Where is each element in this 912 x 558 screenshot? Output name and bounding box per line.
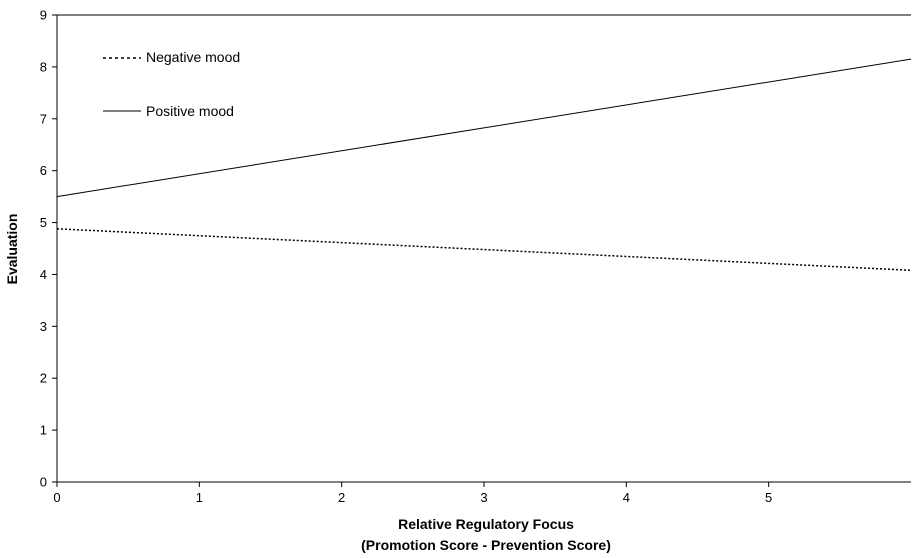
x-axis-title: Relative Regulatory Focus	[398, 516, 574, 532]
series-line-positive-mood	[56, 58, 912, 198]
legend-label-negative-mood: Negative mood	[146, 49, 240, 65]
y-tick-label: 5	[40, 215, 47, 230]
y-tick-label: 1	[40, 423, 47, 438]
x-tick-label: 5	[765, 490, 772, 505]
legend: Negative mood Positive mood	[103, 49, 240, 119]
y-tick-label: 4	[40, 267, 47, 282]
x-tick-label: 0	[53, 490, 60, 505]
series-line-negative-mood	[56, 228, 912, 272]
x-tick-label: 3	[480, 490, 487, 505]
y-ticks: 0 1 2 3 4 5 6 7 8 9	[40, 8, 57, 490]
y-tick-label: 8	[40, 59, 47, 74]
x-tick-label: 4	[623, 490, 630, 505]
y-tick-label: 2	[40, 371, 47, 386]
y-tick-label: 3	[40, 319, 47, 334]
x-tick-label: 1	[196, 490, 203, 505]
x-tick-label: 2	[338, 490, 345, 505]
series-lines	[56, 58, 912, 272]
y-tick-label: 7	[40, 111, 47, 126]
y-tick-label: 9	[40, 8, 47, 23]
x-axis-title-line2: (Promotion Score - Prevention Score)	[361, 537, 611, 553]
y-tick-label: 6	[40, 163, 47, 178]
y-tick-label: 0	[40, 475, 47, 490]
legend-label-positive-mood: Positive mood	[146, 103, 234, 119]
x-ticks: 0 1 2 3 4 5	[53, 482, 772, 505]
y-axis-title: Evaluation	[4, 214, 20, 285]
